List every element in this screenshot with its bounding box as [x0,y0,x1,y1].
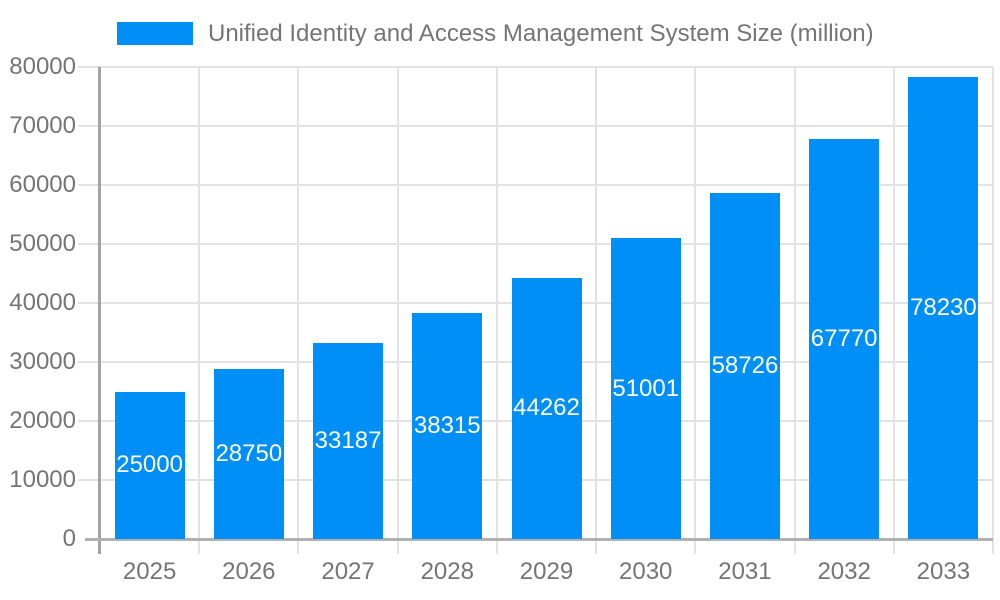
bar-value-label: 67770 [810,325,878,353]
legend-label: Unified Identity and Access Management S… [208,19,874,47]
gridline-vertical [793,67,796,554]
x-axis-tick-label: 2026 [222,558,276,585]
bar-2033[interactable]: 78230 [908,77,979,539]
y-axis-tick-label: 10000 [9,466,76,493]
y-axis-tick-label: 80000 [9,53,76,80]
bar-value-label: 58726 [711,351,779,379]
gridline-vertical [694,67,697,554]
bar-2025[interactable]: 25000 [114,391,185,539]
y-axis-tick-label: 50000 [9,230,76,257]
x-axis-tick-label: 2031 [718,558,772,585]
gridline-vertical [198,67,201,554]
y-axis-tick-label: 70000 [9,112,76,139]
y-axis-tick-label: 0 [62,525,76,552]
bar-value-label: 33187 [314,427,382,455]
bar-2027[interactable]: 33187 [313,343,384,539]
gridline-horizontal [78,243,993,245]
bar-value-label: 44262 [513,394,580,422]
bar-value-label: 25000 [116,451,183,479]
y-axis-tick-label: 40000 [9,289,76,316]
bar-2030[interactable]: 51001 [610,238,681,539]
x-axis-tick-label: 2025 [122,558,177,585]
bar-value-label: 28750 [215,440,283,468]
gridline-vertical [297,67,300,554]
y-axis-tick-label: 20000 [9,407,76,434]
bar-2029[interactable]: 44262 [511,277,582,539]
x-axis-tick-label: 2030 [619,558,673,585]
gridline-vertical [595,67,598,554]
gridline-vertical [396,67,399,554]
x-axis-tick-label: 2032 [817,558,871,585]
y-axis-tick-label: 60000 [9,171,76,198]
gridline-horizontal [78,184,993,186]
x-axis-tick-label: 2027 [321,558,375,585]
bar-value-label: 78230 [910,294,977,322]
x-axis-tick-label: 2029 [519,558,574,585]
gridline-horizontal [78,66,993,68]
x-axis-tick-label: 2033 [916,558,971,585]
y-axis-line [98,67,101,554]
legend-swatch [117,22,193,45]
gridline-vertical [992,67,994,554]
bar-2032[interactable]: 67770 [809,139,880,539]
bar-2026[interactable]: 28750 [213,369,284,539]
bar-value-label: 38315 [413,411,481,439]
gridline-vertical [892,67,895,554]
x-axis-tick-label: 2028 [420,558,474,585]
bar-2031[interactable]: 58726 [709,192,780,539]
y-axis-tick-label: 30000 [9,348,76,375]
x-axis-line [85,538,993,541]
bar-2028[interactable]: 38315 [412,312,483,539]
bar-value-label: 51001 [612,374,680,402]
gridline-horizontal [78,125,993,127]
chart-legend[interactable]: Unified Identity and Access Management S… [117,19,874,47]
gridline-vertical [495,67,498,554]
